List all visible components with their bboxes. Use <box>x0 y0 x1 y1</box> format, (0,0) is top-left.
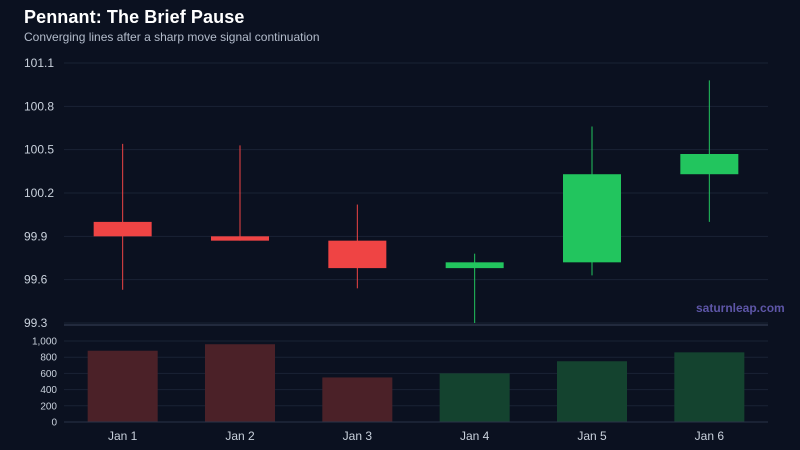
x-tick-label: Jan 5 <box>577 429 607 443</box>
volume-bar <box>87 350 158 422</box>
volume-tick-label: 800 <box>40 353 57 364</box>
volume-tick-label: 0 <box>51 418 57 429</box>
candle-body <box>328 240 387 269</box>
x-tick-label: Jan 2 <box>225 429 255 443</box>
candle-body <box>211 236 269 241</box>
axis-layer: 99.3 99.6 99.9 100.2 100.5 100.8 101.1 0 200 400 6… <box>24 56 768 443</box>
x-tick-label: Jan 6 <box>695 429 725 443</box>
candle-body <box>93 221 152 237</box>
candle-body <box>680 154 739 175</box>
volume-bar <box>674 352 745 422</box>
chart-title: Pennant: The Brief Pause <box>24 7 245 27</box>
volume-bar <box>322 377 393 422</box>
volume-bar <box>439 373 510 422</box>
volume-tick-label: 1,000 <box>32 337 57 348</box>
candle-layer <box>93 80 739 323</box>
price-tick-label: 99.6 <box>24 273 48 287</box>
price-tick-label: 100.5 <box>24 143 54 157</box>
candle-body <box>445 262 504 269</box>
candle-body <box>563 174 621 263</box>
volume-bar <box>557 361 627 422</box>
price-tick-label: 99.3 <box>24 316 48 330</box>
price-tick-label: 100.8 <box>24 99 54 113</box>
chart-subtitle: Converging lines after a sharp move sign… <box>24 30 320 44</box>
volume-tick-label: 400 <box>40 385 57 396</box>
volume-layer <box>87 344 745 422</box>
volume-tick-label: 600 <box>40 369 57 380</box>
x-tick-label: Jan 1 <box>108 429 138 443</box>
x-tick-label: Jan 3 <box>343 429 373 443</box>
watermark: saturnleap.com <box>696 301 785 315</box>
price-tick-label: 100.2 <box>24 186 54 200</box>
price-tick-label: 101.1 <box>24 56 54 70</box>
price-tick-label: 99.9 <box>24 229 48 243</box>
volume-bar <box>205 344 275 422</box>
grid-layer <box>64 62 768 423</box>
x-tick-label: Jan 4 <box>460 429 490 443</box>
volume-tick-label: 200 <box>40 401 57 412</box>
